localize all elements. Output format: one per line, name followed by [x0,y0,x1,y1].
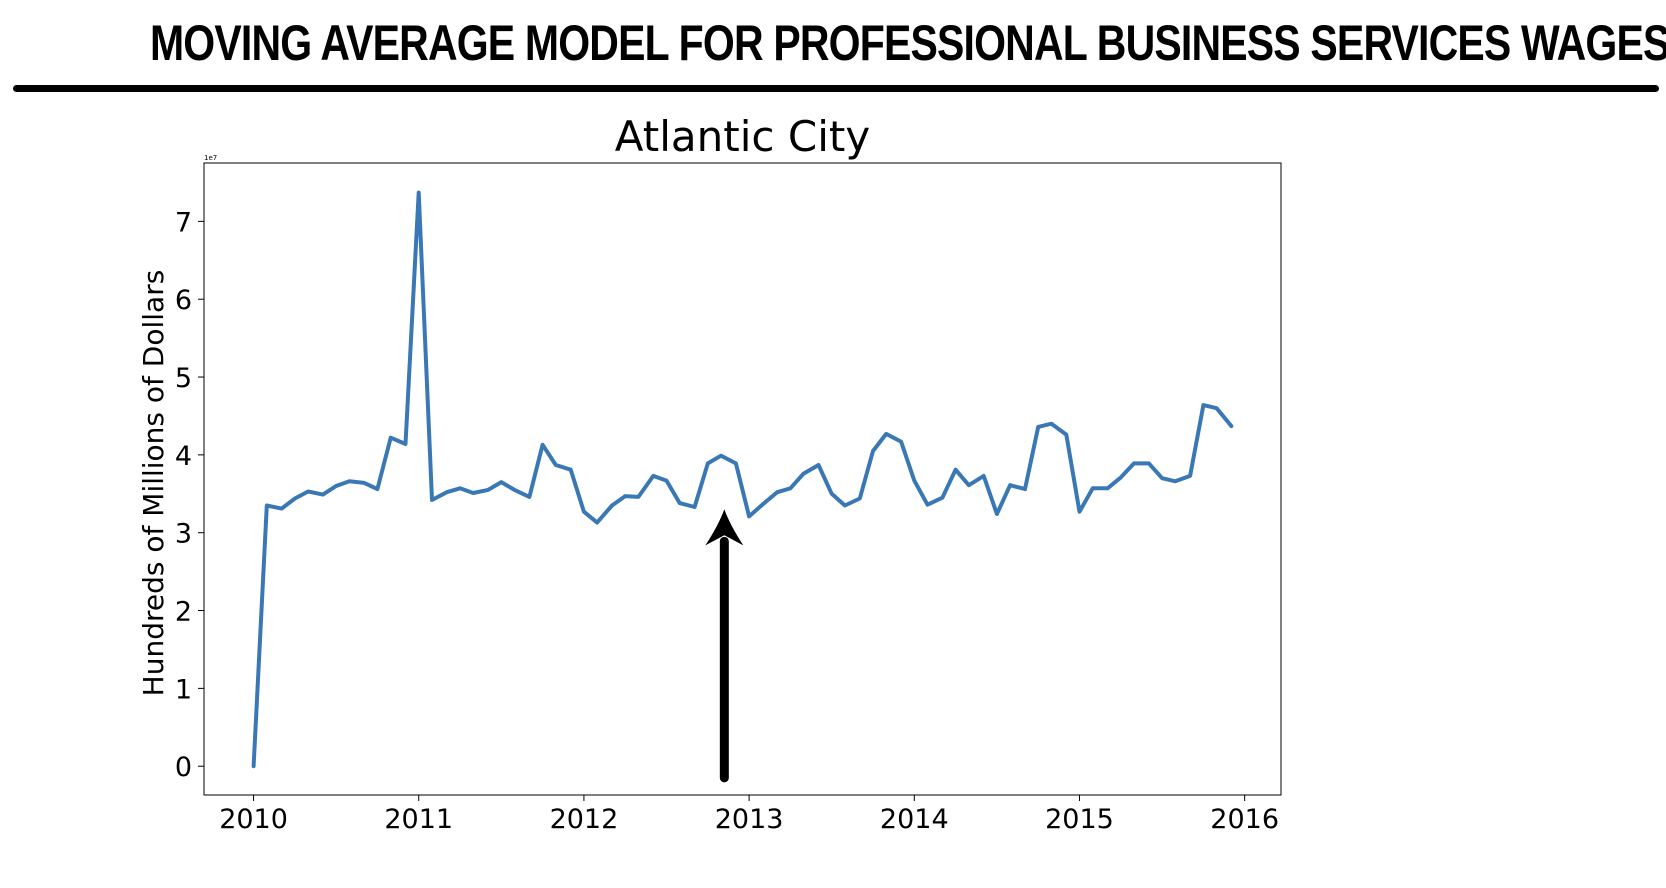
series-line [251,190,1234,769]
y-axis-label: Hundreds of Millions of Dollars [137,270,170,697]
x-tick-label: 2014 [880,804,949,835]
page-header: MOVING AVERAGE MODEL FOR PROFESSIONAL BU… [0,0,1666,100]
y-tick-label: 4 [175,441,192,472]
x-tick-label: 2016 [1210,804,1279,835]
y-tick-label: 7 [175,207,192,238]
axes [203,162,1282,796]
series-layer [251,190,1234,769]
y-tick-labels: 0 1 2 3 4 5 6 7 [175,207,192,783]
plot-frame [203,162,1282,796]
x-tick-labels: 2010 2011 2012 2013 2014 2015 2016 [219,804,1279,835]
y-tick-label: 5 [175,363,192,394]
annotation-layer [705,509,744,783]
header-divider [13,85,1659,92]
arrow-head [705,509,744,546]
x-tick-label: 2012 [550,804,619,835]
page-title: MOVING AVERAGE MODEL FOR PROFESSIONAL BU… [149,15,1666,71]
x-tick-label: 2015 [1045,804,1114,835]
y-tick-label: 2 [175,597,192,628]
x-tick-label: 2011 [384,804,453,835]
y-tick-label: 3 [175,519,192,550]
y-tick-label: 6 [175,285,192,316]
x-tick-label: 2010 [219,804,288,835]
x-tick-label: 2013 [715,804,784,835]
y-axis-offset-label: 1e7 [204,154,217,162]
y-tick-label: 0 [175,752,192,783]
tick-marks [198,220,1246,801]
y-tick-label: 1 [175,674,192,705]
chart-title: Atlantic City [615,112,870,161]
